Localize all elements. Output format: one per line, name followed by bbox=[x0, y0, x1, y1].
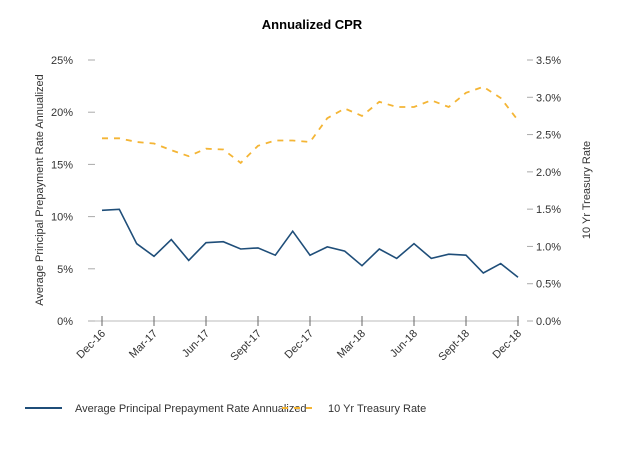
right-axis-tick-label: 2.5% bbox=[536, 130, 561, 142]
left-axis-tick-label: 0% bbox=[57, 316, 73, 328]
right-axis-tick-label: 0.0% bbox=[536, 316, 561, 328]
x-axis-tick-label: Jun-18 bbox=[388, 328, 420, 360]
left-axis-tick-label: 10% bbox=[51, 212, 73, 224]
right-axis-tick-label: 3.0% bbox=[536, 92, 561, 104]
x-axis-tick-label: Mar-18 bbox=[335, 328, 368, 361]
right-axis-tick-label: 0.5% bbox=[536, 279, 561, 291]
left-axis-tick-label: 20% bbox=[51, 107, 73, 119]
chart-title: Annualized CPR bbox=[262, 17, 363, 32]
right-axis-tick-label: 1.0% bbox=[536, 241, 561, 253]
left-axis-tick-label: 5% bbox=[57, 264, 73, 276]
legend-label-treasury: 10 Yr Treasury Rate bbox=[328, 403, 426, 415]
x-axis-tick-label: Mar-17 bbox=[127, 328, 160, 361]
x-axis-tick-label: Sept-17 bbox=[228, 328, 264, 364]
left-axis-tick-label: 25% bbox=[51, 55, 73, 67]
right-axis-title: 10 Yr Treasury Rate bbox=[581, 141, 593, 239]
left-axis-tick-label: 15% bbox=[51, 159, 73, 171]
series-line-treasury bbox=[102, 87, 518, 163]
right-axis-tick-label: 1.5% bbox=[536, 204, 561, 216]
legend: Average Principal Prepayment Rate Annual… bbox=[25, 403, 426, 415]
x-axis-tick-label: Sept-18 bbox=[436, 328, 472, 364]
right-axis-tick-label: 3.5% bbox=[536, 55, 561, 67]
x-axis-tick-label: Jun-17 bbox=[180, 328, 212, 360]
x-axis-tick-label: Dec-17 bbox=[283, 328, 317, 362]
x-axis-tick-label: Dec-16 bbox=[75, 328, 109, 362]
left-axis-title: Average Principal Prepayment Rate Annual… bbox=[34, 74, 46, 306]
right-axis-tick-label: 2.0% bbox=[536, 167, 561, 179]
x-axis-tick-label: Dec-18 bbox=[491, 328, 525, 362]
legend-label-prepayment: Average Principal Prepayment Rate Annual… bbox=[75, 403, 307, 415]
series-line-prepayment bbox=[102, 209, 518, 277]
